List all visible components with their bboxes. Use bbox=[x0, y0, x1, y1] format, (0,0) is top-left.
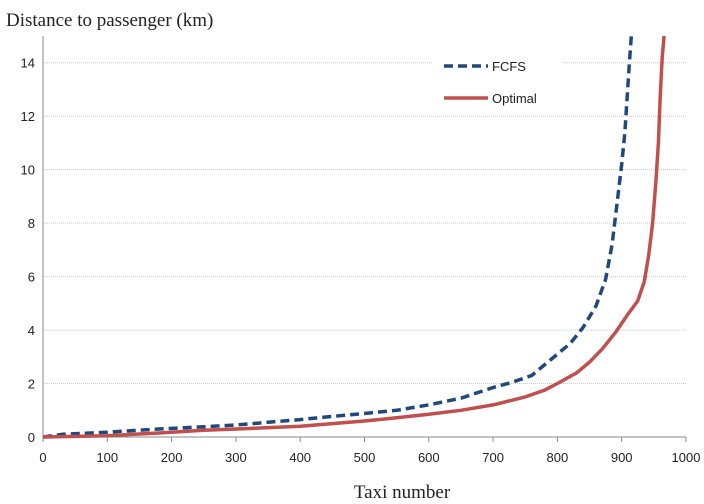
x-tick-label: 900 bbox=[611, 450, 633, 465]
x-tick-label: 600 bbox=[418, 450, 440, 465]
x-tick-label: 200 bbox=[161, 450, 183, 465]
y-tick-label: 6 bbox=[28, 270, 35, 285]
legend-box bbox=[432, 44, 562, 114]
y-axis-label: Distance to passenger (km) bbox=[6, 10, 213, 31]
x-tick-label: 700 bbox=[482, 450, 504, 465]
x-tick-label: 800 bbox=[547, 450, 569, 465]
x-axis-label: Taxi number bbox=[354, 482, 451, 503]
x-tick-label: 0 bbox=[39, 450, 46, 465]
y-tick-label: 0 bbox=[28, 430, 35, 445]
y-tick-label: 8 bbox=[28, 216, 35, 231]
y-tick-label: 14 bbox=[21, 56, 35, 71]
x-tick-label: 300 bbox=[225, 450, 247, 465]
y-tick-label: 4 bbox=[28, 323, 35, 338]
series-lines bbox=[43, 36, 666, 439]
legend-label-fcfs: FCFS bbox=[492, 59, 526, 74]
series-line-optimal bbox=[43, 36, 666, 439]
x-tick-label: 400 bbox=[289, 450, 311, 465]
legend-label-optimal: Optimal bbox=[492, 91, 537, 106]
y-tick-labels: 0 2 4 6 8 10 12 14 bbox=[21, 56, 35, 445]
legend: FCFS Optimal bbox=[432, 44, 562, 114]
series-line-fcfs bbox=[43, 36, 634, 439]
x-tick-label: 1000 bbox=[672, 450, 701, 465]
axes bbox=[42, 36, 687, 442]
y-tick-label: 2 bbox=[28, 377, 35, 392]
y-tick-label: 12 bbox=[21, 109, 35, 124]
gridlines bbox=[43, 62, 686, 385]
x-tick-label: 500 bbox=[354, 450, 376, 465]
x-tick-label: 100 bbox=[96, 450, 118, 465]
x-tick-labels: 0 100 200 300 400 500 600 700 800 900 1000 bbox=[39, 450, 700, 465]
y-tick-label: 10 bbox=[21, 163, 35, 178]
